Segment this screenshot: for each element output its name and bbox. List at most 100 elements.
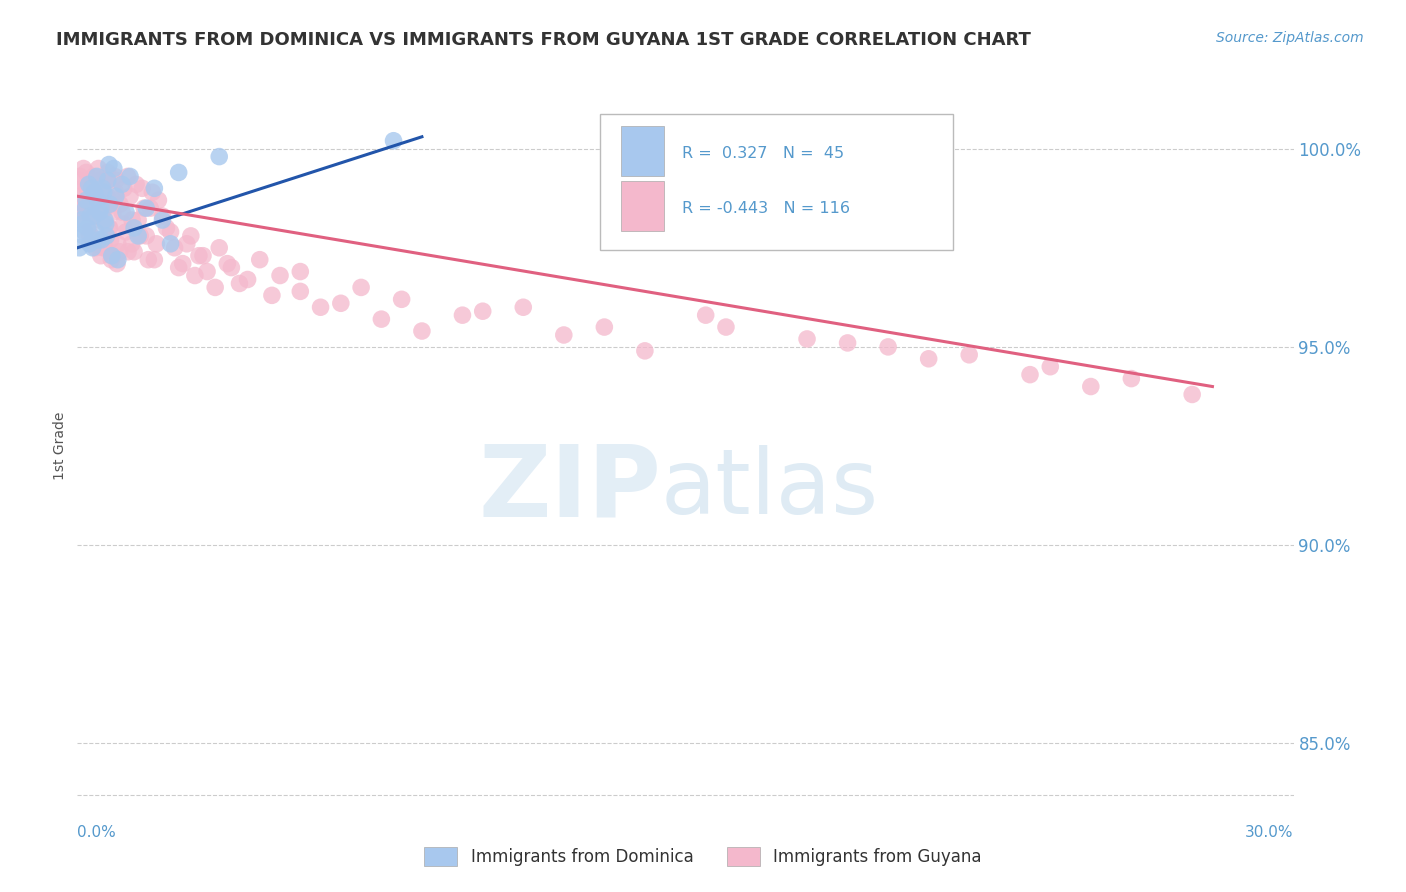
Point [83, 209, 105, 223]
Point [86, 169, 108, 184]
Point [86, 186, 108, 200]
Point [69, 169, 91, 184]
Point [1019, 368, 1042, 382]
Point [77, 225, 100, 239]
Point [370, 312, 392, 326]
Point [159, 225, 181, 239]
Point [100, 233, 122, 247]
Text: Source: ZipAtlas.com: Source: ZipAtlas.com [1216, 31, 1364, 45]
Point [127, 213, 149, 227]
Point [309, 300, 332, 314]
Point [93, 186, 115, 200]
Point [1080, 379, 1102, 393]
Bar [621, 126, 664, 176]
Point [1121, 371, 1143, 385]
Point [89, 173, 111, 187]
Point [72, 161, 94, 176]
Point [269, 268, 291, 283]
Point [136, 252, 159, 267]
Point [69, 201, 91, 215]
Point [191, 249, 214, 263]
Point [90, 233, 112, 247]
Point [101, 205, 124, 219]
Point [97, 157, 120, 171]
Point [134, 201, 156, 215]
Point [155, 221, 177, 235]
Point [91, 181, 114, 195]
Point [75, 205, 97, 219]
Point [121, 236, 143, 251]
Point [714, 320, 737, 334]
Point [152, 213, 174, 227]
Text: atlas: atlas [661, 445, 879, 533]
Point [593, 320, 616, 334]
Point [84, 225, 107, 239]
Point [87, 161, 110, 176]
Point [82, 178, 104, 192]
Point [84, 241, 107, 255]
Point [107, 252, 129, 267]
Point [117, 244, 139, 259]
Point [80, 181, 103, 195]
Point [97, 165, 120, 179]
Point [172, 257, 194, 271]
Point [79, 236, 101, 251]
Point [121, 213, 143, 227]
Point [89, 213, 111, 227]
Point [104, 173, 127, 187]
Point [204, 280, 226, 294]
Point [104, 169, 127, 184]
Point [122, 244, 145, 259]
Point [127, 228, 149, 243]
Point [72, 228, 94, 243]
Point [76, 221, 98, 235]
Point [83, 169, 105, 184]
Bar [621, 181, 664, 231]
Point [76, 181, 98, 195]
Point [82, 241, 104, 255]
Point [97, 173, 120, 187]
Point [135, 228, 157, 243]
Point [167, 260, 190, 275]
Legend: Immigrants from Dominica, Immigrants from Guyana: Immigrants from Dominica, Immigrants fro… [416, 838, 990, 875]
Text: R = -0.443   N = 116: R = -0.443 N = 116 [682, 202, 849, 217]
Point [796, 332, 818, 346]
Point [957, 348, 980, 362]
Point [70, 217, 93, 231]
Point [105, 257, 128, 271]
Point [75, 193, 97, 207]
Point [86, 193, 108, 207]
Point [90, 249, 112, 263]
Point [918, 351, 941, 366]
Point [91, 241, 114, 255]
Point [87, 233, 110, 247]
Point [176, 236, 198, 251]
Point [83, 236, 105, 251]
Point [67, 241, 90, 255]
Point [108, 197, 131, 211]
Point [94, 201, 117, 215]
Point [93, 233, 115, 247]
Point [634, 343, 657, 358]
Text: 0.0%: 0.0% [77, 825, 117, 840]
Point [70, 181, 93, 195]
Point [143, 181, 166, 195]
Point [98, 221, 121, 235]
Point [195, 264, 218, 278]
Point [221, 260, 243, 275]
Point [84, 205, 107, 219]
Point [290, 285, 312, 299]
Point [208, 241, 231, 255]
Point [451, 308, 474, 322]
Point [117, 169, 139, 184]
Point [96, 173, 118, 187]
Point [350, 280, 373, 294]
Point [228, 277, 250, 291]
Point [139, 201, 162, 215]
Point [877, 340, 900, 354]
Point [91, 189, 114, 203]
Point [471, 304, 494, 318]
Point [94, 213, 117, 227]
Point [118, 169, 141, 184]
Point [83, 186, 105, 200]
